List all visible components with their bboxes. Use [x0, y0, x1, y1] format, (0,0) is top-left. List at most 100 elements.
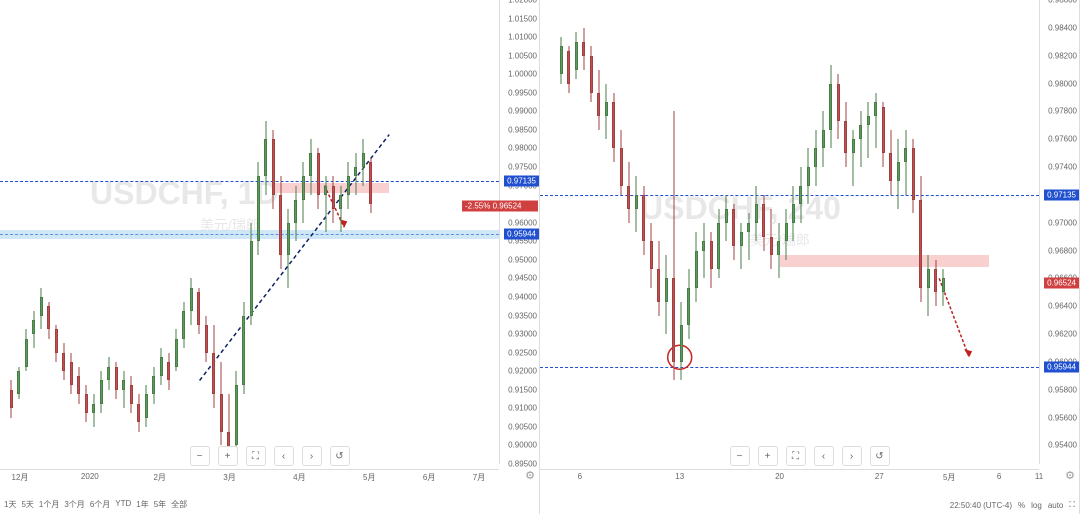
candle — [725, 0, 728, 464]
gear-icon[interactable]: ⚙ — [525, 469, 535, 482]
fullscreen-icon[interactable]: ⛶ — [1069, 500, 1075, 510]
time-range-option[interactable]: 全部 — [171, 499, 187, 510]
candle — [167, 0, 170, 464]
zoom-out-button[interactable]: − — [190, 446, 210, 466]
candle — [17, 0, 20, 464]
candle — [145, 0, 148, 464]
y-tick: 0.92000 — [508, 367, 537, 376]
candle — [205, 0, 208, 464]
x-tick: 12月 — [12, 472, 29, 483]
candle — [882, 0, 885, 464]
y-tick: 0.90500 — [508, 422, 537, 431]
candle — [137, 0, 140, 464]
zoom-in-button[interactable]: + — [218, 446, 238, 466]
y-tick: 0.93500 — [508, 311, 537, 320]
candle — [302, 0, 305, 464]
candle — [362, 0, 365, 464]
y-tick: 0.98500 — [508, 125, 537, 134]
candle — [197, 0, 200, 464]
y-tick: 0.98200 — [1048, 51, 1077, 60]
candle — [182, 0, 185, 464]
candle — [642, 0, 645, 464]
candle — [874, 0, 877, 464]
axis-mode-option[interactable]: % — [1018, 501, 1025, 510]
left-panel: USDCHF, 1D 美元/瑞郎 1.020001.015001.010001.… — [0, 0, 540, 514]
candle — [777, 0, 780, 464]
x-tick: 27 — [875, 472, 884, 481]
x-tick: 3月 — [223, 472, 235, 483]
y-tick: 0.89500 — [508, 460, 537, 469]
left-y-axis: 1.020001.015001.010001.005001.000000.995… — [499, 0, 539, 464]
right-toolbar: −+ ⛶ ‹ › ↺ — [730, 446, 890, 466]
candle — [867, 0, 870, 464]
candle — [152, 0, 155, 464]
right-panel: USDCHF, 240 美元/瑞郎 0.986000.984000.982000… — [540, 0, 1080, 514]
next-button[interactable]: › — [842, 446, 862, 466]
prev-button[interactable]: ‹ — [274, 446, 294, 466]
candle — [257, 0, 260, 464]
candle — [612, 0, 615, 464]
y-tick: 0.95800 — [1048, 385, 1077, 394]
candle — [695, 0, 698, 464]
time-range-option[interactable]: 1天 — [4, 499, 16, 510]
candle — [130, 0, 133, 464]
candle — [590, 0, 593, 464]
y-tick: 0.95000 — [508, 255, 537, 264]
x-tick: 5月 — [943, 472, 955, 483]
time-range-option[interactable]: 5年 — [154, 499, 166, 510]
y-tick: 0.99000 — [508, 107, 537, 116]
time-range-option[interactable]: 5天 — [21, 499, 33, 510]
reset-button[interactable]: ↺ — [870, 446, 890, 466]
x-tick: 2020 — [81, 472, 99, 481]
candle — [912, 0, 915, 464]
candle — [220, 0, 223, 464]
candle — [77, 0, 80, 464]
candle — [70, 0, 73, 464]
candle — [747, 0, 750, 464]
candle — [597, 0, 600, 464]
y-tick: 1.00000 — [508, 70, 537, 79]
y-tick: 0.96400 — [1048, 302, 1077, 311]
gear-icon-r[interactable]: ⚙ — [1065, 469, 1075, 482]
candle — [115, 0, 118, 464]
y-tick: 0.97800 — [1048, 107, 1077, 116]
candle — [770, 0, 773, 464]
footer-info: 22:50:40 (UTC-4) %logauto⛶ — [950, 500, 1075, 510]
price-tag: 0.97135 — [504, 175, 539, 186]
candle — [702, 0, 705, 464]
right-chart[interactable]: USDCHF, 240 美元/瑞郎 — [540, 0, 1039, 464]
prev-button[interactable]: ‹ — [814, 446, 834, 466]
x-tick: 20 — [775, 472, 784, 481]
time-range-option[interactable]: 6个月 — [90, 499, 110, 510]
candle — [332, 0, 335, 464]
y-tick: 0.91000 — [508, 404, 537, 413]
time-range-option[interactable]: 1年 — [136, 499, 148, 510]
candle — [25, 0, 28, 464]
candle — [575, 0, 578, 464]
axis-mode-option[interactable]: log — [1031, 501, 1042, 510]
candle — [62, 0, 65, 464]
left-chart[interactable]: USDCHF, 1D 美元/瑞郎 — [0, 0, 499, 464]
reset-button[interactable]: ↺ — [330, 446, 350, 466]
candle — [934, 0, 937, 464]
zoom-in-button[interactable]: + — [758, 446, 778, 466]
fullscreen-button[interactable]: ⛶ — [786, 446, 806, 466]
candle — [339, 0, 342, 464]
candle — [889, 0, 892, 464]
fullscreen-button[interactable]: ⛶ — [246, 446, 266, 466]
next-button[interactable]: › — [302, 446, 322, 466]
time-range-option[interactable]: 1个月 — [39, 499, 59, 510]
candle — [829, 0, 832, 464]
y-tick: 0.96000 — [508, 218, 537, 227]
y-tick: 0.98000 — [508, 144, 537, 153]
axis-mode-option[interactable]: auto — [1048, 501, 1064, 510]
zoom-out-button[interactable]: − — [730, 446, 750, 466]
right-x-axis: 61320275月611 — [540, 469, 1039, 484]
candle — [235, 0, 238, 464]
y-tick: 1.01000 — [508, 33, 537, 42]
time-range-option[interactable]: 3个月 — [64, 499, 84, 510]
candle — [175, 0, 178, 464]
left-x-axis: 12月20202月3月4月5月6月7月 — [0, 469, 499, 484]
time-range-option[interactable]: YTD — [115, 499, 131, 510]
right-y-axis: 0.986000.984000.982000.980000.978000.976… — [1039, 0, 1079, 464]
